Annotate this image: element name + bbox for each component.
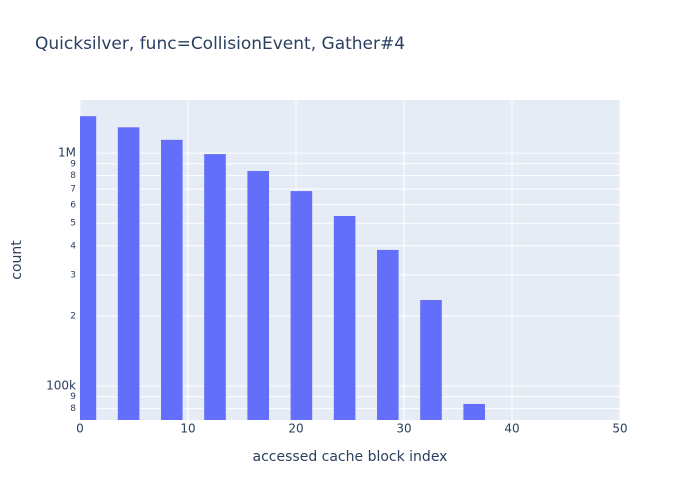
bar: [333, 215, 356, 420]
y-tick-label: 4: [70, 241, 76, 251]
y-tick-label: 9: [70, 159, 76, 169]
y-tick-label: 3: [70, 270, 76, 280]
y-tick-label: 8: [70, 171, 76, 181]
bar: [80, 116, 97, 420]
y-tick-label: 9: [70, 392, 76, 402]
x-tick-label: 0: [76, 422, 84, 436]
bar: [420, 300, 442, 420]
bar: [463, 403, 485, 420]
bar: [161, 139, 183, 420]
bars: [80, 116, 485, 420]
bar: [117, 127, 140, 420]
y-axis-title: count: [9, 240, 25, 280]
y-tick-label: 2: [70, 311, 76, 321]
x-tick-label: 40: [504, 422, 519, 436]
chart-title: Quicksilver, func=CollisionEvent, Gather…: [35, 34, 405, 54]
y-tick-label: 8: [70, 404, 76, 414]
x-tick-label: 10: [180, 422, 195, 436]
y-tick-label: 100k: [46, 379, 76, 393]
y-tick-label: 5: [70, 219, 76, 229]
x-tick-label: 30: [396, 422, 411, 436]
y-tick-label: 1M: [58, 146, 76, 160]
bar: [290, 191, 313, 420]
bar: [204, 154, 226, 420]
bar: [377, 249, 399, 420]
x-axis-title: accessed cache block index: [253, 449, 448, 465]
y-tick-label: 6: [70, 200, 76, 210]
bar: [247, 170, 269, 420]
x-tick-label: 20: [288, 422, 303, 436]
y-tick-label: 7: [70, 185, 76, 195]
x-tick-label: 50: [612, 422, 627, 436]
